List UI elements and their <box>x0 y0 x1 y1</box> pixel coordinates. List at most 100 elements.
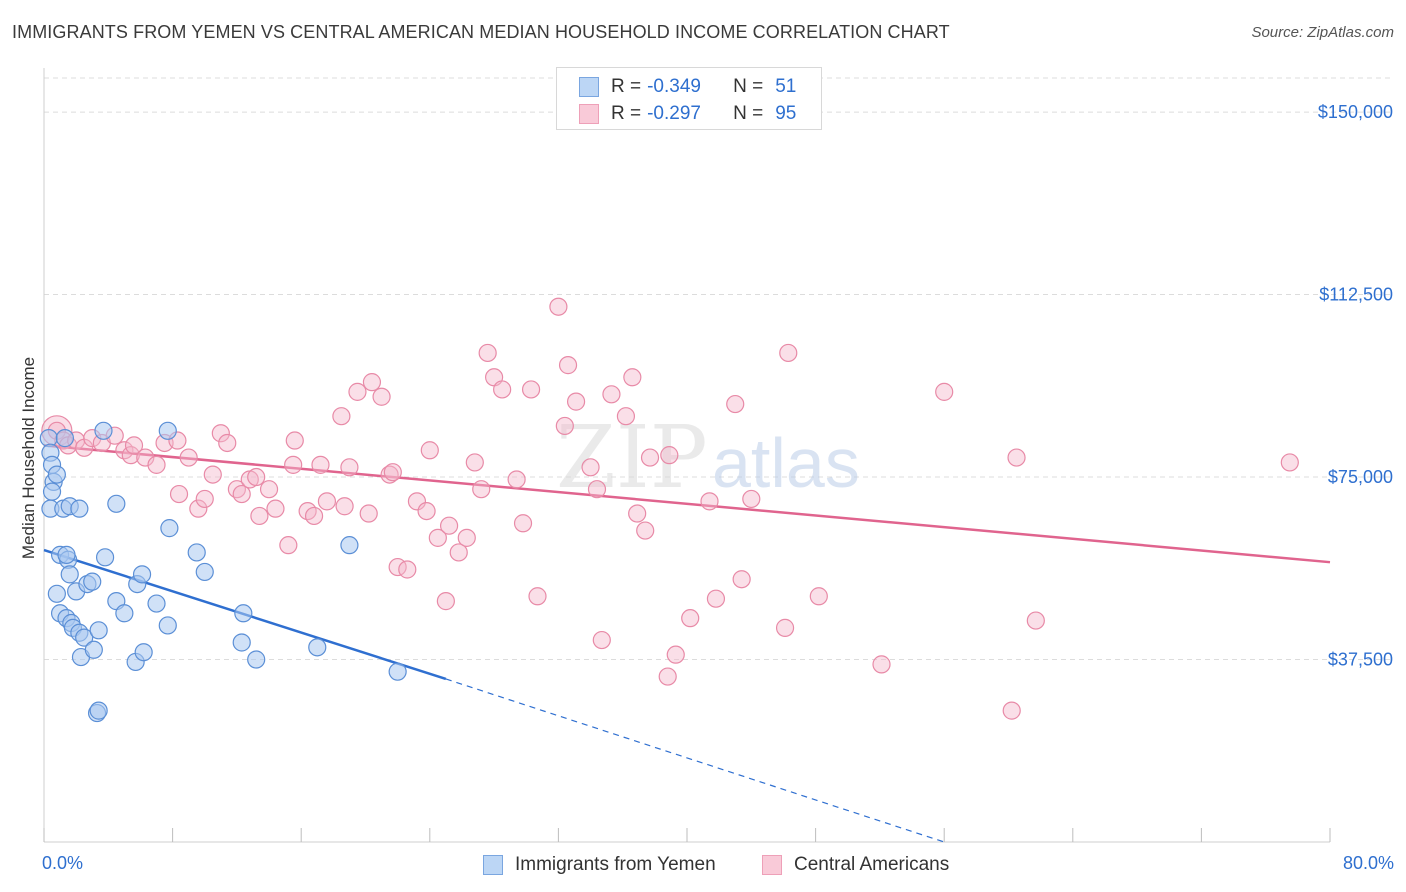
yemen-point <box>94 421 113 440</box>
central-americans-point <box>335 497 354 516</box>
central-americans-point <box>616 407 636 426</box>
yemen-point <box>340 536 359 555</box>
legend-r-label: R = <box>611 76 642 97</box>
legend-row-central-americans: R = -0.297 N = 95 <box>579 102 796 126</box>
yemen-point <box>132 565 152 584</box>
yemen-point <box>89 701 108 720</box>
central-americans-point <box>1007 448 1026 467</box>
central-americans-point <box>218 433 237 453</box>
central-americans-point <box>732 570 751 589</box>
central-americans-point <box>259 480 279 499</box>
yemen-point <box>83 572 102 591</box>
central-americans-point <box>124 436 144 455</box>
legend-n-value: 51 <box>775 76 797 97</box>
central-americans-point <box>169 484 189 504</box>
central-americans-point <box>203 465 222 484</box>
central-americans-point <box>779 343 798 363</box>
yemen-point <box>134 643 153 662</box>
y-axis-title: Median Household Income <box>19 357 38 559</box>
yemen-point <box>75 628 94 647</box>
yemen-point <box>95 548 115 567</box>
central-americans-point <box>1002 701 1021 720</box>
yemen-point <box>247 650 266 669</box>
central-americans-point <box>666 645 685 664</box>
central-americans-point <box>628 504 647 523</box>
correlation-legend: R = -0.349 N = 51 R = -0.297 N = 95 <box>556 67 822 130</box>
yemen-point <box>158 421 177 440</box>
central-americans-point <box>317 492 337 511</box>
series-legend-central-americans: Central Americans <box>762 852 949 878</box>
yemen-point <box>195 562 214 582</box>
yemen-point <box>232 633 251 652</box>
legend-r-label: R = <box>611 103 642 124</box>
central-americans-point <box>775 618 795 637</box>
central-americans-point <box>558 356 578 375</box>
legend-swatch-pink <box>762 855 782 875</box>
central-americans-point <box>372 387 391 406</box>
central-americans-point <box>472 480 491 499</box>
central-americans-point <box>623 368 642 387</box>
legend-n-label: N = <box>733 103 764 124</box>
series-name-yemen: Immigrants from Yemen <box>515 854 716 875</box>
central-americans-point <box>348 382 367 401</box>
central-americans-point <box>417 501 436 521</box>
x-tick-label: 0.0% <box>42 853 83 873</box>
central-americans-point <box>449 543 468 562</box>
central-americans-point <box>362 373 382 392</box>
central-americans-point <box>380 465 399 484</box>
yemen-point <box>158 616 177 635</box>
yemen-point <box>308 638 327 657</box>
y-tick-label: $75,000 <box>1328 467 1393 487</box>
data-points <box>39 297 1299 723</box>
central-americans-point <box>1026 611 1045 630</box>
central-americans-point <box>279 536 298 555</box>
central-americans-point <box>636 521 655 540</box>
y-tick-label: $37,500 <box>1328 650 1393 670</box>
central-americans-point <box>566 392 586 411</box>
series-legend-yemen: Immigrants from Yemen <box>483 852 716 878</box>
chart-title: IMMIGRANTS FROM YEMEN VS CENTRAL AMERICA… <box>12 22 950 42</box>
legend-r-value: -0.349 <box>647 76 701 97</box>
central-americans-point <box>247 467 266 487</box>
central-americans-point <box>436 592 455 611</box>
central-americans-point <box>706 589 726 608</box>
central-americans-point <box>189 499 208 518</box>
central-americans-point <box>383 463 402 482</box>
y-tick-label: $112,500 <box>1319 285 1393 305</box>
central-americans-point <box>232 484 251 504</box>
central-americans-point <box>493 380 512 399</box>
central-americans-point <box>266 499 285 518</box>
central-americans-point <box>147 455 166 474</box>
central-americans-point <box>592 630 611 650</box>
central-americans-point <box>528 587 547 606</box>
central-americans-point <box>581 458 600 477</box>
axis-labels: $37,500 $75,000 $112,500 $150,000 0.0% 80.0% <box>42 102 1394 873</box>
central-americans-point <box>1280 453 1299 472</box>
central-americans-point <box>420 441 439 460</box>
central-americans-point <box>304 506 324 526</box>
source-label: Source: ZipAtlas.com <box>1251 24 1394 41</box>
central-americans-point <box>311 455 330 474</box>
yemen-point <box>234 604 253 623</box>
central-americans-point <box>211 424 230 443</box>
central-americans-point <box>285 431 304 450</box>
central-americans-point <box>340 458 359 477</box>
yemen-point <box>160 519 179 538</box>
central-americans-point <box>660 446 679 465</box>
x-tick-label: 80.0% <box>1343 853 1394 873</box>
central-americans-trend-line <box>43 444 1331 564</box>
yemen-point <box>47 584 66 603</box>
central-americans-point <box>439 516 459 535</box>
yemen-point <box>115 604 134 623</box>
legend-swatch-blue <box>579 77 599 97</box>
yemen-trend-extension <box>445 678 945 843</box>
central-americans-point <box>507 470 526 489</box>
central-americans-point <box>136 448 155 467</box>
central-americans-point <box>195 489 214 509</box>
central-americans-point <box>521 380 541 399</box>
yemen-point <box>187 543 206 562</box>
series-name-central-americans: Central Americans <box>794 854 950 875</box>
central-americans-point <box>700 492 719 511</box>
central-americans-point <box>250 506 269 526</box>
yemen-point <box>107 494 126 513</box>
